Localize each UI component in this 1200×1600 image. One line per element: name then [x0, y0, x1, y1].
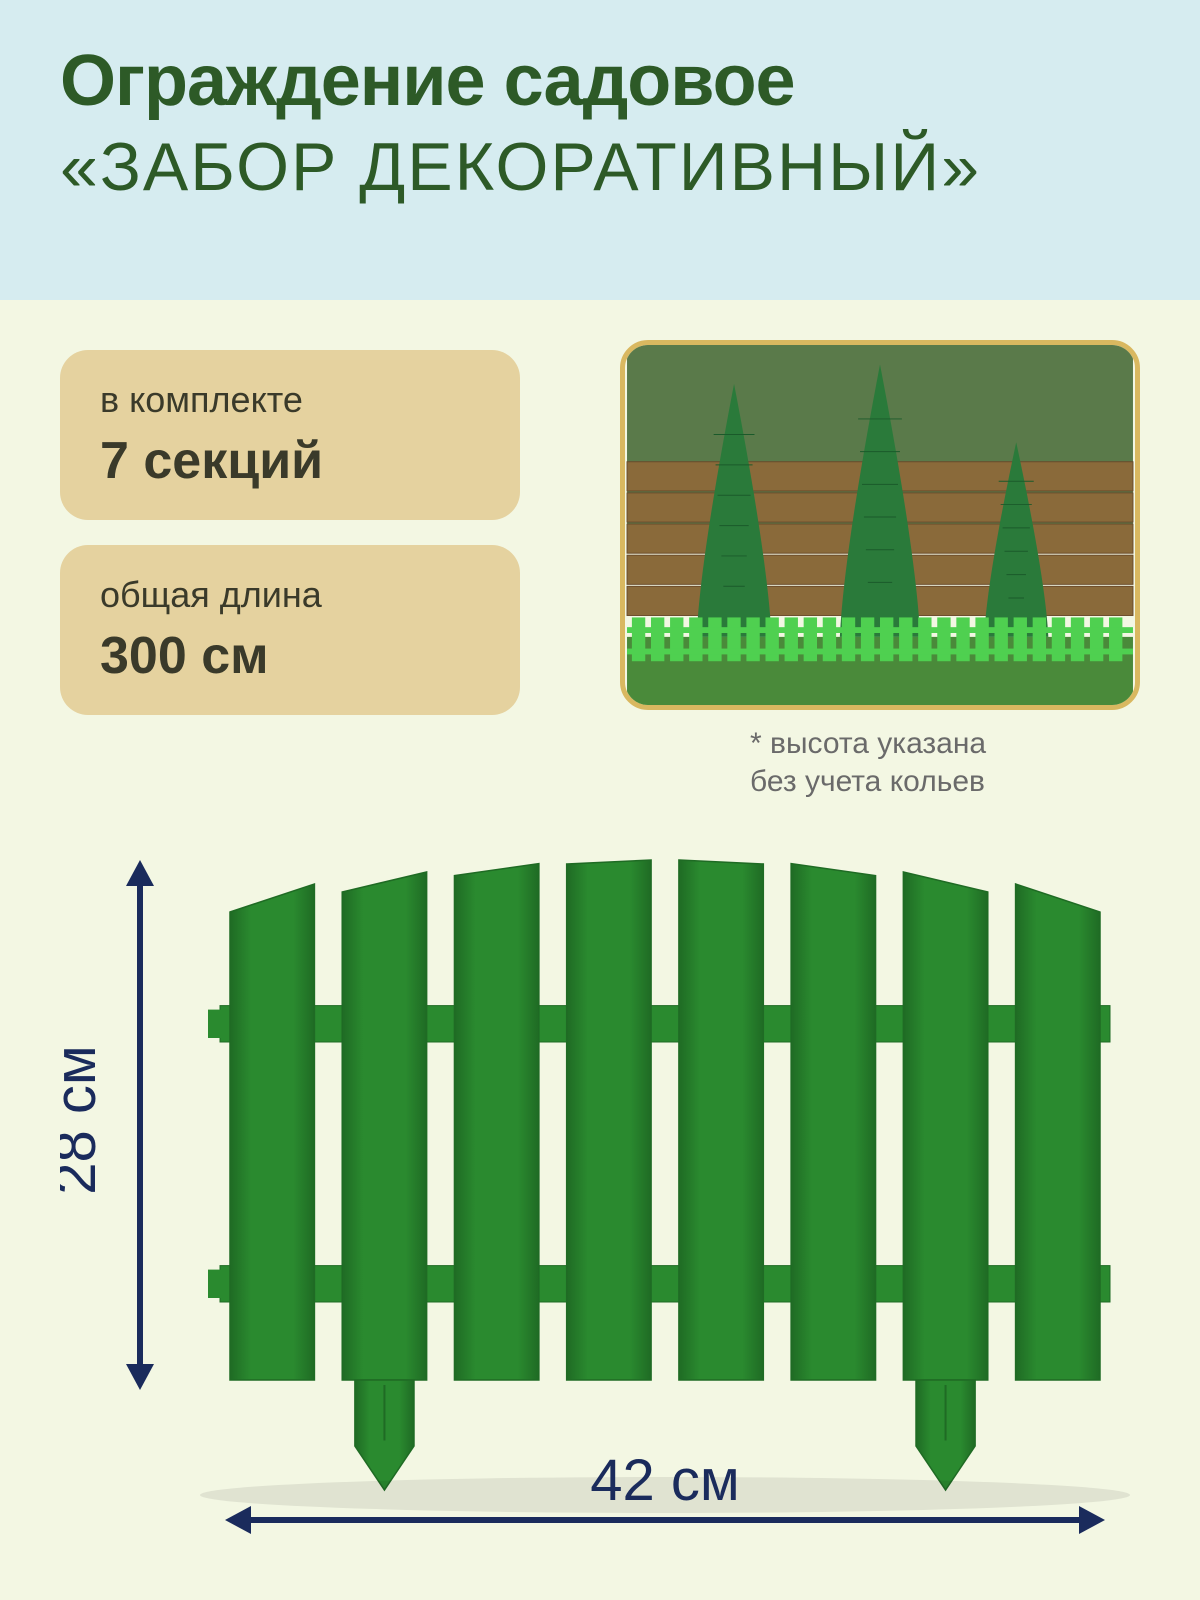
pill-length-label: общая длина — [100, 574, 480, 616]
title-line-2: «ЗАБОР ДЕКОРАТИВНЫЙ» — [60, 128, 1140, 206]
fence-diagram: 28 см 42 см — [60, 830, 1140, 1540]
usage-photo — [620, 340, 1140, 710]
svg-text:28 см: 28 см — [60, 1045, 108, 1195]
title-line-1: Ограждение садовое — [60, 40, 1140, 122]
height-note: * высота указана без учета кольев — [620, 725, 1140, 800]
pill-length-value: 300 см — [100, 626, 480, 686]
pill-sections-label: в комплекте — [100, 379, 480, 421]
svg-text:42 см: 42 см — [590, 1448, 740, 1513]
height-note-text: * высота указана без учета кольев — [750, 727, 986, 798]
pill-sections: в комплекте 7 секций — [60, 350, 520, 520]
pill-length: общая длина 300 см — [60, 545, 520, 715]
lower-block: в комплекте 7 секций общая длина 300 см … — [0, 300, 1200, 1600]
pill-sections-value: 7 секций — [100, 431, 480, 491]
header-block: Ограждение садовое «ЗАБОР ДЕКОРАТИВНЫЙ» — [0, 0, 1200, 300]
